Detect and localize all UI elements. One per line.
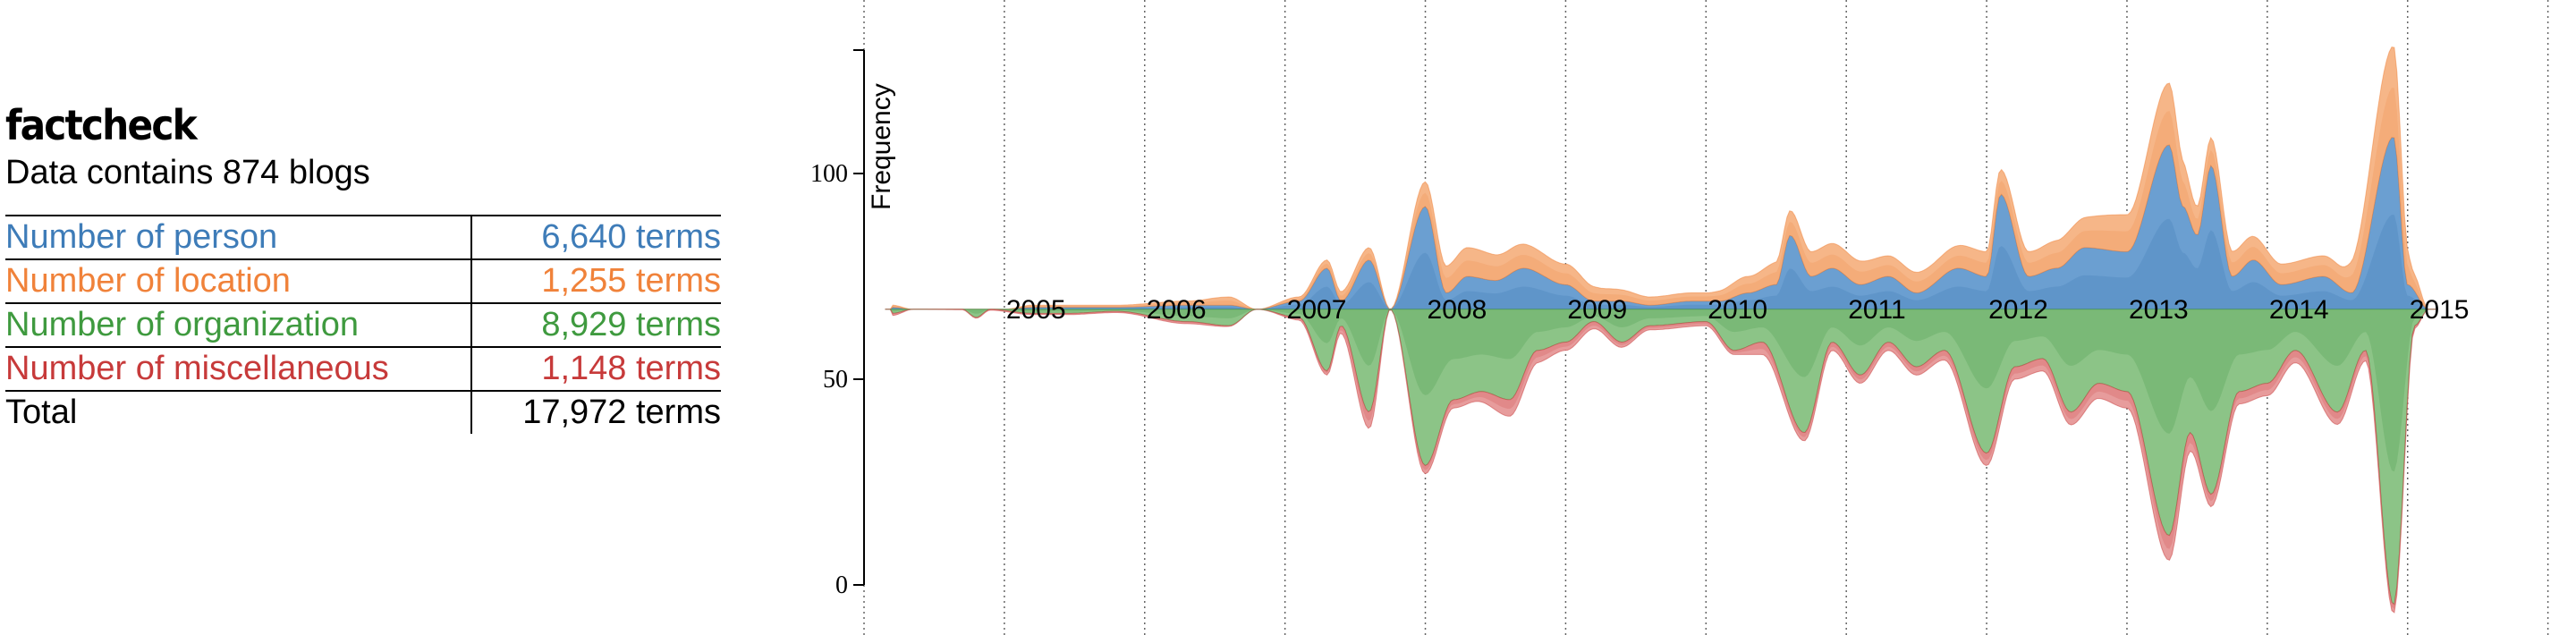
y-tick-label: 100 bbox=[810, 160, 848, 188]
stream-miscellaneous[interactable] bbox=[885, 309, 2436, 614]
stream-core-person bbox=[885, 215, 2436, 309]
stats-label[interactable]: Number of organization bbox=[5, 302, 472, 347]
summary-panel: factcheck Data contains 874 blogs Number… bbox=[5, 100, 721, 434]
stream-layers bbox=[885, 47, 2436, 614]
term-stats-table: Number of person 6,640 terms Number of l… bbox=[5, 215, 721, 434]
stats-label[interactable]: Number of person bbox=[5, 215, 472, 259]
year-label: 2013 bbox=[2129, 295, 2189, 325]
y-axis: 0 50 100 bbox=[810, 49, 865, 599]
stats-row-miscellaneous: Number of miscellaneous 1,148 terms bbox=[5, 346, 721, 391]
stats-value: 1,148 terms bbox=[471, 346, 721, 391]
year-label: 2012 bbox=[1988, 295, 2048, 325]
stream-location[interactable] bbox=[885, 47, 2436, 310]
stats-label: Total bbox=[5, 390, 472, 434]
year-label: 2009 bbox=[1567, 295, 1627, 325]
streamgraph-chart[interactable]: 0 50 100 Frequency 2005 2006 2007 2008 2009 201… bbox=[787, 0, 2576, 635]
stats-row-total: Total 17,972 terms bbox=[5, 390, 721, 434]
stats-value: 6,640 terms bbox=[471, 215, 721, 259]
year-label: 2007 bbox=[1287, 295, 1347, 325]
dataset-title: factcheck bbox=[5, 101, 198, 149]
year-label: 2011 bbox=[1848, 295, 1906, 325]
stats-value: 1,255 terms bbox=[471, 258, 721, 303]
year-labels: 2005 2006 2007 2008 2009 2010 2011 2012 2013 2014… bbox=[1006, 295, 2470, 325]
y-tick-label: 50 bbox=[823, 366, 848, 394]
stream-person[interactable] bbox=[885, 137, 2436, 310]
stream-layer-location[interactable] bbox=[885, 47, 2436, 310]
year-label: 2005 bbox=[1006, 295, 1066, 325]
year-label: 2014 bbox=[2269, 295, 2329, 325]
year-label: 2006 bbox=[1147, 295, 1207, 325]
stream-layer-miscellaneous[interactable] bbox=[885, 309, 2436, 614]
dataset-subtitle: Data contains 874 blogs bbox=[5, 154, 370, 191]
stats-row-location: Number of location 1,255 terms bbox=[5, 258, 721, 303]
y-tick-label: 0 bbox=[835, 572, 848, 599]
stream-organization[interactable] bbox=[885, 309, 2436, 605]
stats-row-person: Number of person 6,640 terms bbox=[5, 215, 721, 259]
year-label: 2015 bbox=[2410, 295, 2470, 325]
stats-row-organization: Number of organization 8,929 terms bbox=[5, 302, 721, 347]
stats-value: 17,972 terms bbox=[471, 390, 721, 434]
stats-label[interactable]: Number of location bbox=[5, 258, 472, 303]
stream-core-organization bbox=[885, 309, 2436, 472]
stats-value: 8,929 terms bbox=[471, 302, 721, 347]
year-label: 2008 bbox=[1428, 295, 1487, 325]
year-label: 2010 bbox=[1707, 295, 1767, 325]
y-axis-label: Frequency bbox=[867, 83, 896, 210]
stats-label[interactable]: Number of miscellaneous bbox=[5, 346, 472, 391]
